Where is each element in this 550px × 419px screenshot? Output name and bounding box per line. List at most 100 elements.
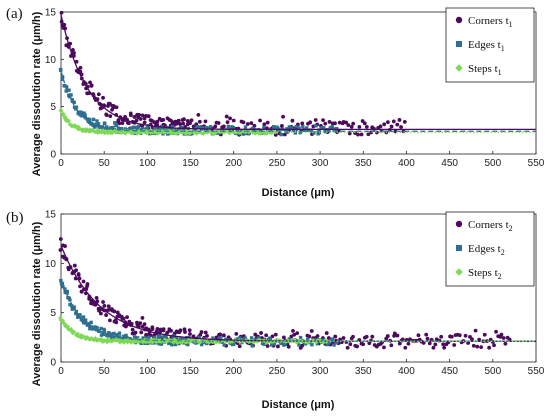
panel-a-legend-label: Steps t1: [468, 63, 502, 77]
panel-a-point: [105, 125, 109, 129]
panel-b-point: [395, 333, 400, 338]
panel-b-point: [470, 337, 474, 342]
panel-b-point: [298, 335, 303, 340]
panel-b-point: [306, 337, 310, 342]
panel-a-point: [91, 117, 96, 122]
panel-b-point: [310, 342, 314, 347]
panel-b-axes-frame: [60, 213, 537, 363]
panel-b-point: [507, 337, 512, 342]
panel-b-ytick-label: 5: [50, 308, 56, 319]
panel-b-point: [253, 332, 258, 337]
panel-b-point: [125, 315, 129, 320]
panel-a-point: [378, 124, 383, 129]
panel-a-point: [129, 127, 134, 131]
panel-a-point: [297, 126, 301, 130]
panel-a-point: [249, 121, 254, 126]
panel-a-point: [395, 122, 400, 127]
panel-b-label: (b): [6, 210, 24, 226]
panel-a-point: [317, 128, 321, 132]
panel-b-point: [250, 344, 254, 348]
panel-a-point: [197, 119, 202, 124]
panel-a-xtick-label: 500: [484, 158, 501, 169]
panel-a-point: [241, 120, 246, 125]
panel-a-point: [116, 118, 121, 123]
panel-b-point: [449, 334, 454, 339]
panel-b-point: [367, 341, 372, 346]
panel-b-point: [237, 344, 242, 349]
panel-a: (a) Average dissolution rate (μm/h) Dist…: [6, 6, 545, 199]
panel-b-point: [482, 332, 487, 337]
panel-b-point: [224, 337, 228, 341]
panel-b-point: [173, 342, 177, 347]
panel-a-xtick-label: 400: [398, 158, 415, 169]
panel-a-point: [282, 132, 287, 137]
panel-a-fit-line: [60, 14, 536, 131]
panel-b-legend-marker: [455, 268, 463, 276]
panel-a-point: [245, 122, 250, 126]
panel-a-fit-line: [60, 70, 536, 132]
panel-a-axes-frame: [60, 11, 537, 155]
panel-a-ytick-label: 0: [50, 150, 56, 161]
panel-b-point: [276, 344, 280, 349]
panel-a-point: [123, 114, 128, 119]
panel-a-point: [140, 113, 145, 118]
panel-b-point: [112, 335, 116, 340]
panel-b-point: [68, 302, 72, 307]
panel-b-xtick-label: 400: [398, 366, 415, 377]
panel-b-point: [243, 336, 247, 340]
panel-b-ytick-label: 10: [45, 259, 57, 270]
panel-b-point: [112, 331, 116, 336]
panel-a-point: [397, 118, 402, 122]
panel-b-point: [99, 333, 104, 337]
panel-a-point: [194, 131, 199, 136]
panel-b-point: [71, 306, 76, 311]
panel-a-point: [271, 125, 276, 129]
panel-b-point: [102, 303, 107, 308]
panel-b-point: [109, 307, 114, 312]
panel-a-point: [399, 125, 403, 129]
panel-b-fit-line: [60, 318, 536, 342]
panel-a-legend-label: Corners t1: [468, 15, 513, 29]
panel-a-point: [364, 124, 369, 129]
panel-a-point: [289, 126, 294, 130]
panel-b-point: [442, 345, 447, 350]
panel-b-point: [158, 327, 163, 332]
panel-b-point: [246, 339, 252, 345]
panel-b-xtick-label: 550: [528, 366, 545, 377]
panel-b-point: [477, 337, 482, 342]
panel-b-point: [279, 341, 283, 346]
panel-a-point: [66, 118, 71, 124]
panel-a-point: [344, 120, 349, 125]
panel-a-xtick-label: 50: [99, 158, 111, 169]
panel-a-legend-marker: [456, 41, 462, 47]
panel-a-point: [226, 124, 231, 129]
panel-a-point: [89, 84, 94, 88]
panel-b-point: [264, 333, 269, 338]
panel-b-point: [163, 335, 167, 340]
panel-b-point: [121, 316, 126, 321]
panel-a-plot-area: 0 50 100 150 200 250 300 350 400 450 500 550 0 5 10 15 C…: [45, 8, 545, 170]
panel-a-point: [189, 118, 194, 123]
panel-a-point: [223, 128, 229, 134]
panel-b-point: [83, 318, 88, 322]
panel-b-point: [138, 321, 143, 326]
panel-a-point: [305, 126, 309, 130]
panel-b-ytick-label: 15: [45, 210, 57, 221]
panel-b-point: [142, 322, 147, 327]
panel-b-xtick-label: 250: [269, 366, 286, 377]
panel-a-point: [382, 122, 387, 127]
panel-a-point: [366, 132, 371, 137]
panel-a-point: [231, 130, 236, 135]
panel-a-point: [102, 121, 107, 125]
panel-a-point: [316, 132, 320, 136]
panel-a-point: [95, 119, 99, 123]
panel-a-point: [120, 121, 125, 125]
panel-a-point: [221, 124, 226, 129]
panel-a-point: [224, 114, 229, 119]
panel-a-point: [301, 124, 305, 129]
panel-b-point: [65, 324, 71, 329]
panel-a-ylabel: Average dissolution rate (μm/h): [31, 11, 43, 176]
panel-a-point: [114, 123, 118, 127]
panel-b-point: [186, 342, 190, 347]
panel-b-point: [307, 334, 312, 339]
